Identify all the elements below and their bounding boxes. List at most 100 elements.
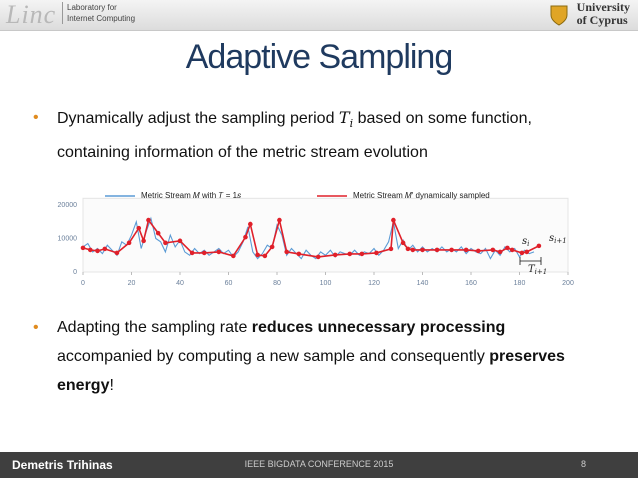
- sample-point: [201, 250, 207, 256]
- annotation-symbol: 𝑇: [528, 264, 536, 275]
- sample-point: [80, 245, 86, 251]
- chart: 0 10000 20000 0 20 40 60 80 100 120 140 160 180 200 Me…: [58, 191, 574, 287]
- x-tick-label: 180: [514, 280, 526, 287]
- sample-point: [262, 253, 268, 259]
- bullet: Dynamically adjust the sampling period 𝑇…: [33, 103, 577, 167]
- sample-point: [277, 217, 282, 223]
- sample-point: [405, 246, 411, 252]
- sample-point: [505, 245, 510, 251]
- x-tick-label: 40: [176, 280, 184, 287]
- sample-point: [269, 244, 275, 250]
- math-subscript: 𝑖: [349, 117, 354, 131]
- sample-point: [114, 250, 120, 256]
- x-tick-label: 20: [128, 280, 136, 287]
- bullet-text: preserves energy: [57, 348, 565, 394]
- sample-point: [243, 234, 248, 240]
- sample-point: [524, 249, 530, 255]
- page-number: 8: [580, 459, 586, 469]
- sample-point: [284, 249, 290, 255]
- bullet-text: based on some function, containing infor…: [57, 110, 532, 162]
- math-symbol: 𝑇: [338, 108, 350, 127]
- sample-point: [332, 252, 338, 258]
- sample-point: [536, 243, 542, 249]
- lab-name-line: Internet Computing: [67, 14, 136, 23]
- legend-label: Metric Stream 𝑀′ dynamically sampled: [353, 191, 490, 200]
- sample-point: [388, 246, 394, 252]
- sample-point: [87, 247, 93, 253]
- sample-point: [255, 252, 260, 258]
- conference: IEEE BIGDATA CONFERENCE 2015: [244, 459, 394, 469]
- x-tick-label: 60: [225, 280, 233, 287]
- author: Demetris Trihinas: [12, 458, 113, 472]
- sample-point: [509, 247, 515, 253]
- sample-point: [449, 247, 454, 253]
- sample-point: [315, 254, 321, 260]
- sample-point: [189, 250, 195, 256]
- lab-logo: Linc: [6, 0, 57, 29]
- y-tick-label: 20000: [58, 202, 78, 209]
- sample-point: [347, 251, 353, 257]
- annotation-symbol: 𝑠: [522, 236, 527, 247]
- annotation-subscript: 𝑖+1: [535, 268, 548, 276]
- sample-point: [248, 221, 253, 227]
- annotation-symbol: 𝑠: [549, 233, 554, 244]
- university-crest: [550, 5, 568, 26]
- sample-point: [126, 240, 132, 246]
- sample-point: [359, 251, 365, 257]
- sample-point: [497, 249, 503, 255]
- sample-point: [490, 247, 496, 253]
- sample-point: [231, 253, 236, 259]
- x-tick-label: 140: [417, 280, 429, 287]
- bullet-text: !: [109, 377, 114, 394]
- y-tick-label: 10000: [58, 235, 78, 242]
- lab-name: Laboratory for Internet Computing: [62, 2, 135, 24]
- slide-title: Adaptive Sampling: [185, 38, 454, 76]
- lab-name-line: Laboratory for: [67, 3, 117, 12]
- annotation: 𝑠𝑖+1: [549, 233, 567, 246]
- x-tick-label: 160: [465, 280, 477, 287]
- sample-point: [475, 248, 481, 254]
- sample-point: [141, 238, 146, 244]
- sample-point: [410, 247, 416, 253]
- x-tick-label: 120: [368, 280, 380, 287]
- university-line: of Cyprus: [576, 13, 628, 27]
- bullet: Adapting the sampling rate reduces unnec…: [33, 313, 577, 400]
- y-tick-label: 0: [73, 269, 77, 276]
- bullet-text: Dynamically adjust the sampling period: [57, 110, 339, 127]
- annotation: 𝑇𝑖+1: [528, 264, 547, 277]
- sample-point: [102, 246, 108, 252]
- sample-point: [136, 225, 142, 231]
- sample-point: [216, 249, 222, 255]
- bullet-text: accompanied by computing a new sample an…: [57, 348, 490, 365]
- bullet-text: reduces unnecessary processing: [251, 319, 506, 336]
- sample-point: [519, 250, 525, 256]
- sample-point: [400, 240, 406, 246]
- sample-point: [95, 248, 100, 254]
- sample-point: [374, 250, 379, 256]
- sample-point: [391, 217, 396, 223]
- annotation-subscript: 𝑖+1: [554, 237, 567, 245]
- sample-point: [420, 247, 425, 253]
- university-name: University of Cyprus: [577, 1, 630, 27]
- footer: Demetris Trihinas IEEE BIGDATA CONFERENC…: [0, 452, 638, 478]
- annotation-subscript: 𝑖: [527, 240, 529, 248]
- x-tick-label: 200: [562, 280, 574, 287]
- x-tick-label: 0: [81, 280, 85, 287]
- bullet-text: Adapting the sampling rate: [57, 319, 252, 336]
- sample-point: [463, 247, 469, 253]
- sample-point: [296, 251, 302, 257]
- x-tick-label: 80: [273, 280, 281, 287]
- x-tick-label: 100: [320, 280, 332, 287]
- sample-point: [434, 247, 440, 253]
- university-line: University: [576, 0, 630, 14]
- plot-area: [82, 197, 569, 273]
- sample-point: [155, 230, 161, 236]
- sample-point: [177, 238, 183, 244]
- series-line: [82, 218, 540, 258]
- sample-point: [146, 217, 151, 223]
- header: Linc Laboratory for Internet Computing U…: [0, 0, 638, 31]
- legend-label: Metric Stream 𝑀 with 𝑇 = 1𝑠: [141, 191, 241, 200]
- sample-point: [163, 240, 168, 246]
- annotation: 𝑠𝑖: [522, 236, 529, 249]
